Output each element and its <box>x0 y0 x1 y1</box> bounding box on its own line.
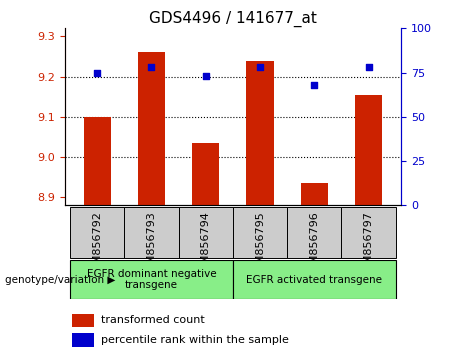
Text: percentile rank within the sample: percentile rank within the sample <box>101 335 290 345</box>
Text: GSM856796: GSM856796 <box>309 211 319 279</box>
Bar <box>70 207 124 258</box>
Bar <box>138 52 165 205</box>
Text: EGFR dominant negative
transgene: EGFR dominant negative transgene <box>87 269 216 291</box>
Text: GSM856793: GSM856793 <box>147 211 156 279</box>
Bar <box>341 207 396 258</box>
Point <box>94 70 101 75</box>
Bar <box>233 207 287 258</box>
Bar <box>70 260 233 299</box>
Bar <box>301 183 328 205</box>
Text: genotype/variation ▶: genotype/variation ▶ <box>5 275 115 285</box>
Text: GSM856797: GSM856797 <box>364 211 373 279</box>
Point <box>365 64 372 70</box>
Text: GSM856794: GSM856794 <box>201 211 211 279</box>
Bar <box>246 61 273 205</box>
Point <box>311 82 318 88</box>
Point <box>202 73 209 79</box>
Bar <box>124 207 178 258</box>
Bar <box>233 260 396 299</box>
Bar <box>72 314 94 327</box>
Point <box>256 64 264 70</box>
Text: GSM856795: GSM856795 <box>255 211 265 279</box>
Title: GDS4496 / 141677_at: GDS4496 / 141677_at <box>149 11 317 27</box>
Bar <box>192 143 219 205</box>
Bar <box>72 333 94 347</box>
Bar <box>355 95 382 205</box>
Text: EGFR activated transgene: EGFR activated transgene <box>246 275 382 285</box>
Bar <box>83 117 111 205</box>
Text: transformed count: transformed count <box>101 315 205 325</box>
Text: GSM856792: GSM856792 <box>92 211 102 279</box>
Bar <box>287 207 341 258</box>
Bar <box>178 207 233 258</box>
Point <box>148 64 155 70</box>
